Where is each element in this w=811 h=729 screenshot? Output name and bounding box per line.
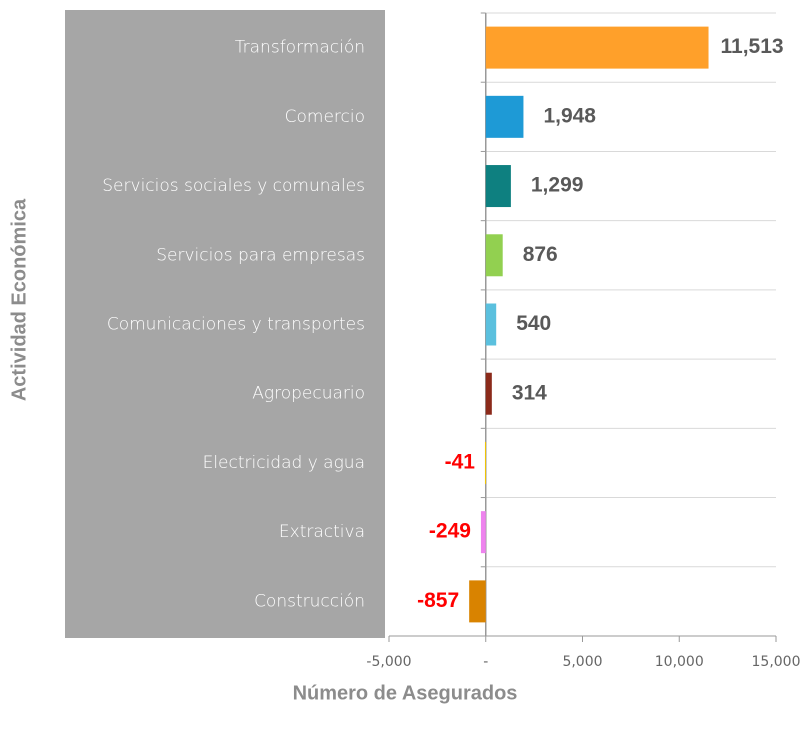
category-label: Transformación <box>235 38 365 58</box>
x-tick-label: - <box>483 654 488 670</box>
value-label: 876 <box>523 243 558 266</box>
value-label: 11,513 <box>721 35 784 58</box>
bar <box>485 165 511 208</box>
category-label: Servicios para empresas <box>156 245 365 265</box>
x-tick-label: 5,000 <box>562 654 602 670</box>
category-panel <box>65 10 385 638</box>
category-label: Servicios sociales y comunales <box>102 176 365 196</box>
bar <box>485 303 497 346</box>
x-tick-label: 15,000 <box>752 654 801 670</box>
bar <box>484 441 486 484</box>
category-label: Extractiva <box>279 522 365 542</box>
bar <box>469 580 486 623</box>
category-label: Construcción <box>254 591 365 611</box>
value-label: 540 <box>516 312 551 335</box>
x-tick-label: -5,000 <box>366 654 411 670</box>
bar <box>485 95 524 138</box>
value-label: -249 <box>429 520 471 543</box>
category-label: Comercio <box>285 107 365 127</box>
y-axis-label: Actividad Económica <box>8 198 30 401</box>
value-label: 1,299 <box>531 174 584 197</box>
bar <box>485 26 709 69</box>
value-label: 1,948 <box>543 104 596 127</box>
category-label: Agropecuario <box>252 384 365 404</box>
value-label: -41 <box>445 450 476 473</box>
value-label: 314 <box>512 381 547 404</box>
value-label: -857 <box>417 589 459 612</box>
bar <box>485 234 503 277</box>
category-label: Electricidad y agua <box>203 453 365 473</box>
x-tick-label: 10,000 <box>655 654 704 670</box>
bar <box>485 372 492 415</box>
x-axis-label: Número de Asegurados <box>293 682 518 704</box>
bar <box>480 511 486 554</box>
category-label: Comunicaciones y transportes <box>107 315 365 335</box>
